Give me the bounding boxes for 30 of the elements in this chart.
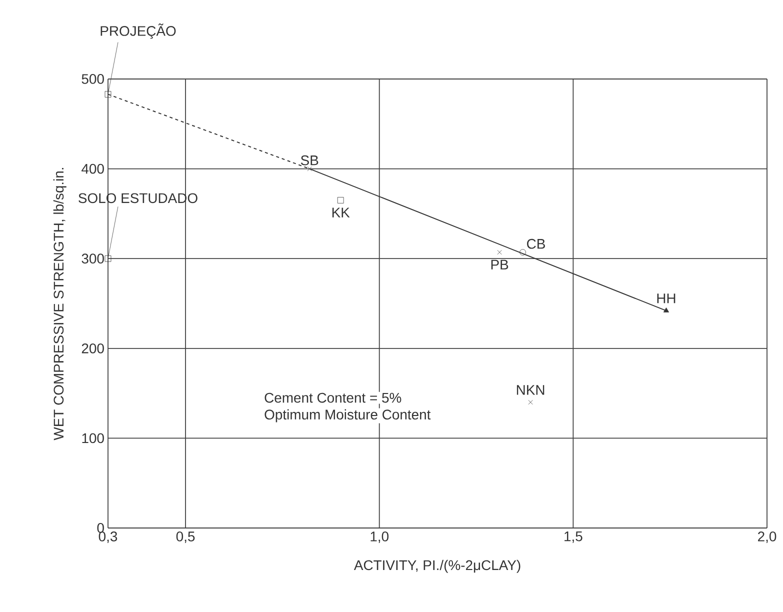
y-tick-label: 200 xyxy=(82,343,104,354)
series-label: CB xyxy=(527,238,545,249)
point xyxy=(104,91,112,98)
x-tick-label: 0,5 xyxy=(176,532,195,544)
series-label: SB xyxy=(300,155,318,166)
series-label: HH xyxy=(657,294,676,304)
series-label: NKN xyxy=(516,385,544,395)
y-tick-label: 500 xyxy=(82,74,104,84)
y-axis-title: WET COMPRESSIVE STRENGTH, lb/sq.in. xyxy=(53,168,66,440)
y-tick-label: 400 xyxy=(82,164,104,174)
x-tick-label: 1,5 xyxy=(564,532,582,543)
x-tick-label: 1,0 xyxy=(370,532,389,544)
x-axis-title: ACTIVITY, PI./(%-2μCLAY) xyxy=(354,560,520,573)
annotation: PROJEÇÃO xyxy=(100,24,176,39)
point xyxy=(497,250,502,255)
y-tick-label: 100 xyxy=(82,433,104,444)
annotation: Optimum Moisture Content xyxy=(264,409,431,422)
point xyxy=(663,307,670,312)
x-tick-label: 2,0 xyxy=(758,532,776,544)
series-label: KK xyxy=(332,208,350,218)
point xyxy=(307,166,312,172)
annotation: Cement Content = 5% xyxy=(264,392,402,403)
point xyxy=(104,255,112,262)
point xyxy=(528,400,533,405)
y-tick-label: 300 xyxy=(82,254,104,264)
x-tick-label: 0,3 xyxy=(98,532,118,544)
series-label: PB xyxy=(491,260,508,270)
point xyxy=(520,249,526,256)
point xyxy=(337,197,344,204)
y-tick-label: 0 xyxy=(97,523,104,533)
